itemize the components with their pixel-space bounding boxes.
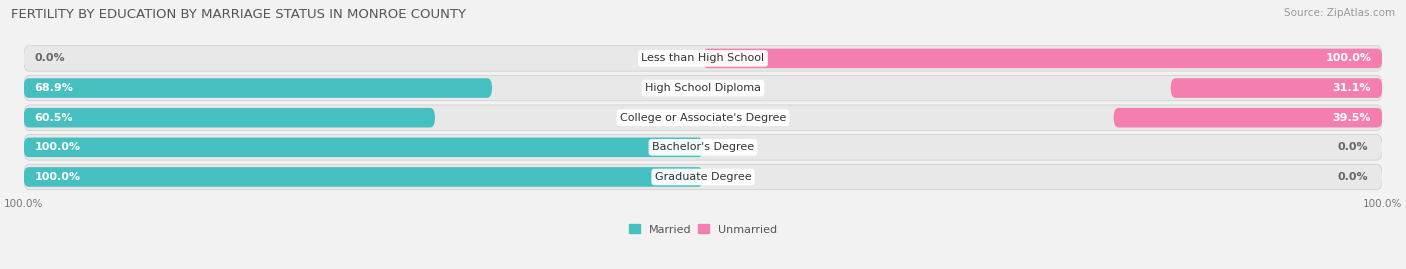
Text: 0.0%: 0.0% xyxy=(1339,172,1368,182)
FancyBboxPatch shape xyxy=(24,46,1382,71)
Text: 0.0%: 0.0% xyxy=(1339,142,1368,152)
Text: Source: ZipAtlas.com: Source: ZipAtlas.com xyxy=(1284,8,1395,18)
Text: College or Associate's Degree: College or Associate's Degree xyxy=(620,113,786,123)
Text: 39.5%: 39.5% xyxy=(1333,113,1371,123)
FancyBboxPatch shape xyxy=(24,137,703,157)
Text: FERTILITY BY EDUCATION BY MARRIAGE STATUS IN MONROE COUNTY: FERTILITY BY EDUCATION BY MARRIAGE STATU… xyxy=(11,8,467,21)
Text: 100.0%: 100.0% xyxy=(35,172,80,182)
Legend: Married, Unmarried: Married, Unmarried xyxy=(628,224,778,235)
Text: 100.0%: 100.0% xyxy=(1326,54,1371,63)
FancyBboxPatch shape xyxy=(24,134,1382,160)
Text: Bachelor's Degree: Bachelor's Degree xyxy=(652,142,754,152)
Text: 100.0%: 100.0% xyxy=(35,142,80,152)
Text: 68.9%: 68.9% xyxy=(35,83,73,93)
FancyBboxPatch shape xyxy=(1114,108,1382,128)
FancyBboxPatch shape xyxy=(24,75,1382,101)
FancyBboxPatch shape xyxy=(24,167,703,187)
Text: 31.1%: 31.1% xyxy=(1333,83,1371,93)
FancyBboxPatch shape xyxy=(24,105,1382,130)
FancyBboxPatch shape xyxy=(24,164,1382,190)
FancyBboxPatch shape xyxy=(24,108,434,128)
Text: High School Diploma: High School Diploma xyxy=(645,83,761,93)
Text: 0.0%: 0.0% xyxy=(35,54,65,63)
Text: Graduate Degree: Graduate Degree xyxy=(655,172,751,182)
Text: Less than High School: Less than High School xyxy=(641,54,765,63)
FancyBboxPatch shape xyxy=(703,49,1382,68)
Text: 60.5%: 60.5% xyxy=(35,113,73,123)
FancyBboxPatch shape xyxy=(24,78,492,98)
FancyBboxPatch shape xyxy=(1171,78,1382,98)
